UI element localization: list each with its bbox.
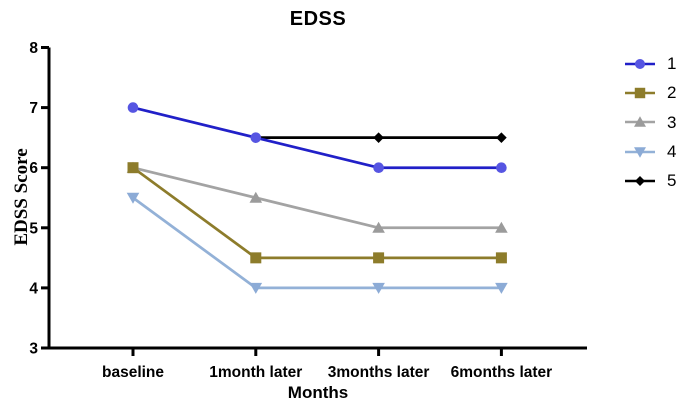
legend-swatch-circle-icon bbox=[625, 58, 655, 69]
x-tick-label: baseline bbox=[102, 364, 164, 381]
legend-item-1: 1 bbox=[624, 49, 676, 78]
series-2-marker bbox=[495, 252, 507, 264]
legend-marker-1 bbox=[634, 58, 646, 69]
legend: 1 2 3 4 5 bbox=[624, 49, 676, 195]
series-line-3 bbox=[132, 166, 502, 230]
series-1-marker bbox=[127, 102, 139, 113]
legend-item-4: 4 bbox=[624, 137, 676, 166]
series-3-marker bbox=[249, 191, 263, 203]
series-4-marker bbox=[126, 192, 140, 204]
legend-label: 1 bbox=[667, 54, 677, 74]
legend-swatch-diamond-icon bbox=[625, 175, 655, 186]
legend-swatch-triangle-down-icon bbox=[625, 146, 655, 158]
series-1-marker bbox=[250, 132, 262, 143]
series-1-marker bbox=[373, 162, 384, 173]
series-3-marker bbox=[495, 221, 508, 233]
series-3-marker bbox=[372, 221, 385, 233]
series-5-marker bbox=[373, 132, 384, 143]
y-tick-label: 7 bbox=[29, 100, 38, 117]
series-4-marker bbox=[372, 282, 385, 294]
legend-label: 4 bbox=[667, 142, 677, 162]
y-tick-label: 5 bbox=[29, 220, 38, 237]
legend-marker-2 bbox=[634, 87, 646, 99]
series-5-marker bbox=[496, 132, 507, 143]
legend-label: 3 bbox=[667, 112, 677, 132]
series-4-marker bbox=[495, 282, 508, 294]
series-line-4 bbox=[132, 196, 502, 290]
legend-label: 5 bbox=[667, 171, 677, 191]
x-axis-title: Months bbox=[287, 383, 349, 402]
series-1-marker bbox=[496, 162, 507, 173]
y-tick-label: 8 bbox=[29, 40, 38, 57]
y-tick-label: 4 bbox=[29, 280, 38, 297]
legend-marker-4 bbox=[634, 146, 646, 158]
series-line-1 bbox=[132, 106, 502, 170]
series-2-marker bbox=[127, 162, 139, 174]
legend-marker-5 bbox=[634, 175, 646, 186]
legend-item-5: 5 bbox=[624, 166, 676, 195]
x-tick-label: 6months later bbox=[451, 364, 553, 381]
y-tick-label: 6 bbox=[29, 160, 38, 177]
legend-swatch-triangle-up-icon bbox=[625, 116, 655, 127]
chart-title: EDSS bbox=[289, 8, 347, 30]
series-2-marker bbox=[250, 252, 262, 264]
legend-label: 2 bbox=[667, 83, 677, 103]
series-2-marker bbox=[373, 252, 385, 264]
series-line-2 bbox=[132, 166, 502, 260]
y-tick-label: 3 bbox=[29, 341, 38, 358]
legend-item-3: 3 bbox=[624, 108, 676, 137]
x-tick-label: 1month later bbox=[209, 364, 302, 381]
legend-marker-3 bbox=[634, 116, 646, 127]
x-tick-label: 3months later bbox=[328, 364, 430, 381]
legend-item-2: 2 bbox=[624, 78, 676, 107]
series-4-marker bbox=[249, 282, 263, 294]
legend-swatch-square-icon bbox=[625, 87, 655, 99]
